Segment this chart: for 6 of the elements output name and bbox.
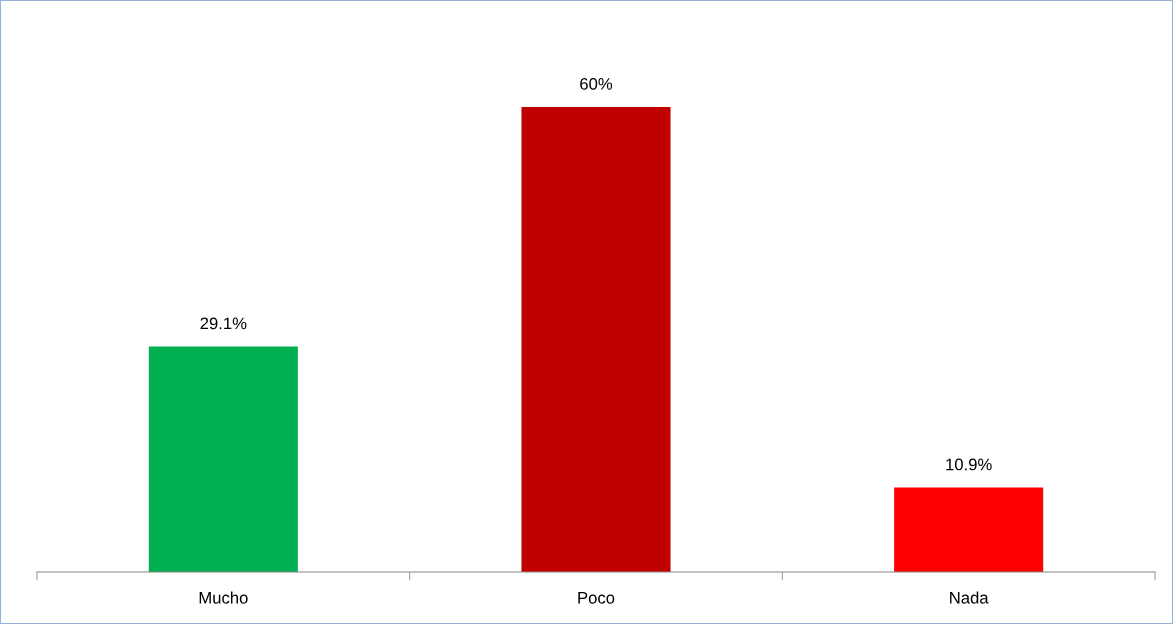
data-label: 10.9% [946,458,992,471]
x-tick-label: Poco [578,592,615,604]
data-label: 29.1% [200,317,247,330]
x-tick-label: Mucho [199,591,248,604]
data-label: 60% [580,77,613,90]
x-tick-label: Nada [950,591,989,604]
